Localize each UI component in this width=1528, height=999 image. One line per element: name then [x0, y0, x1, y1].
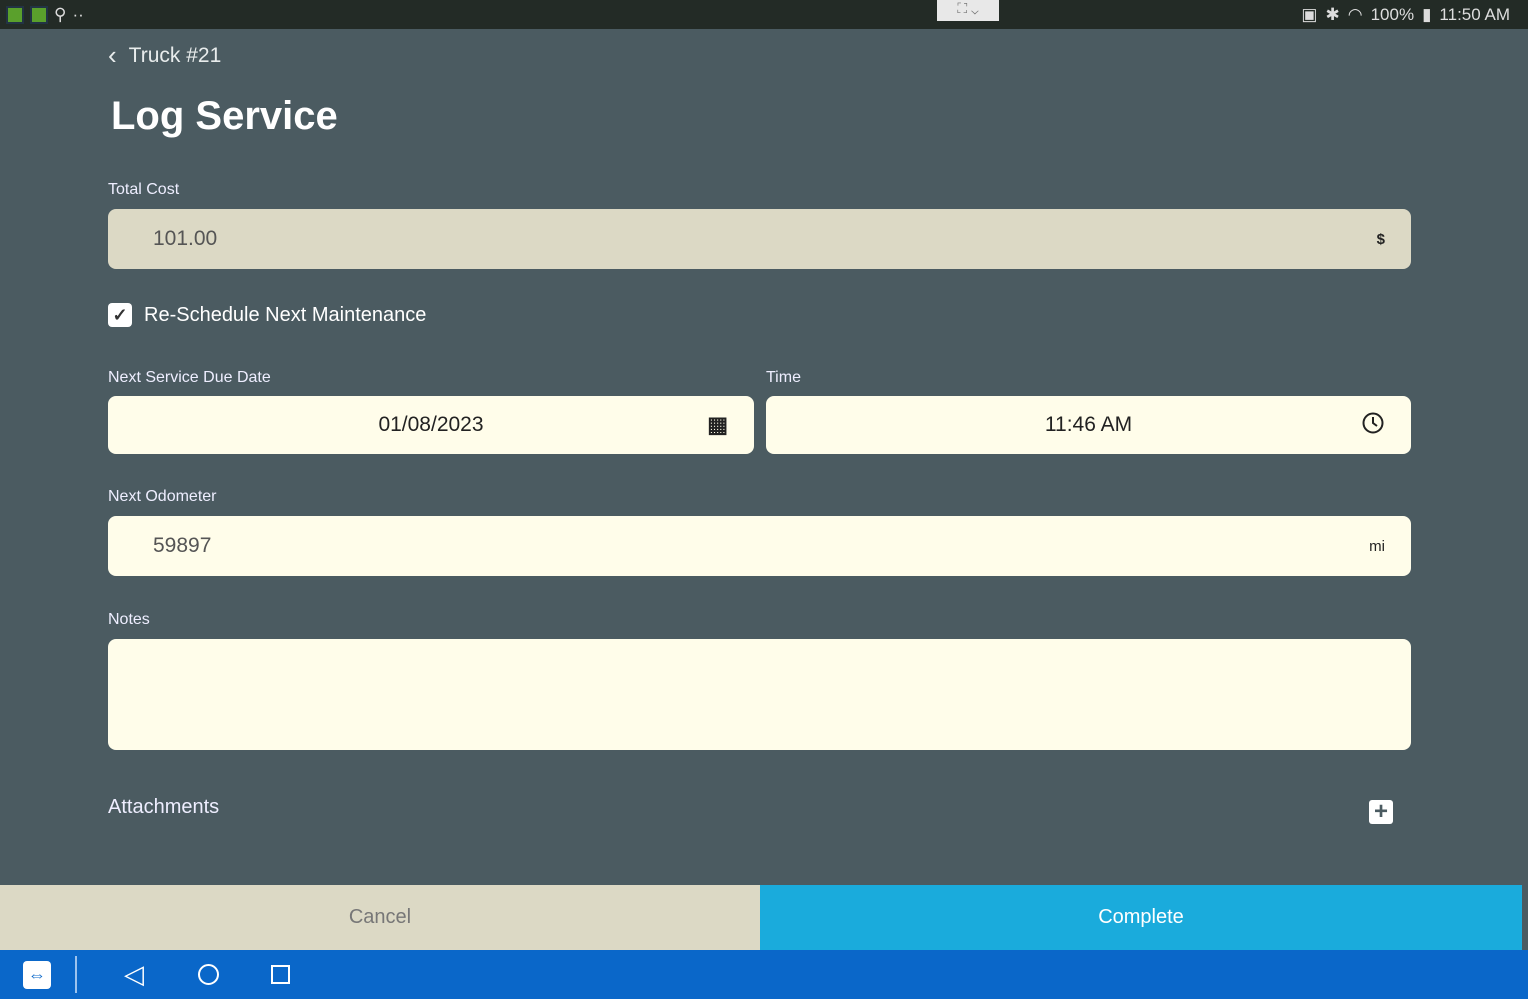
back-button[interactable]: ‹ Truck #21: [108, 40, 221, 71]
clock-icon[interactable]: [1361, 411, 1385, 439]
back-label: Truck #21: [128, 43, 222, 67]
app-notification-icon: [6, 6, 24, 24]
location-icon: ⚲: [54, 5, 67, 24]
currency-unit: $: [1376, 230, 1385, 248]
reschedule-checkbox[interactable]: ✓ Re-Schedule Next Maintenance: [108, 303, 426, 327]
attachments-label: Attachments: [108, 796, 220, 818]
divider: [75, 956, 77, 993]
time-value: 11:46 AM: [1044, 413, 1133, 436]
time-label: Time: [766, 369, 801, 386]
odometer-field[interactable]: 59897 mi: [108, 516, 1411, 576]
more-notifications-icon: ··: [72, 5, 84, 24]
total-cost-value: 101.00: [153, 227, 218, 250]
odometer-value: 59897: [153, 534, 212, 557]
teamviewer-icon[interactable]: ⇔: [23, 961, 51, 989]
wifi-icon: ◠: [1347, 5, 1363, 24]
due-date-field[interactable]: 01/08/2023 ▦: [108, 396, 754, 454]
clock: 11:50 AM: [1439, 5, 1510, 24]
cast-icon: ▣: [1301, 5, 1318, 24]
page-title: Log Service: [111, 94, 338, 138]
cancel-button[interactable]: Cancel: [0, 885, 760, 950]
recents-nav-icon[interactable]: [271, 965, 290, 984]
due-date-value: 01/08/2023: [378, 413, 484, 436]
home-nav-icon[interactable]: [198, 964, 219, 985]
notes-label: Notes: [108, 611, 150, 628]
screen-share-handle[interactable]: ⛶ ⌄: [937, 0, 999, 21]
calendar-icon[interactable]: ▦: [707, 412, 728, 437]
app-notification-icon: [30, 6, 48, 24]
checkmark-icon: ✓: [108, 303, 132, 327]
time-field[interactable]: 11:46 AM: [766, 396, 1411, 454]
odometer-label: Next Odometer: [108, 488, 217, 505]
add-attachment-button[interactable]: +: [1369, 800, 1393, 824]
total-cost-field[interactable]: 101.00 $: [108, 209, 1411, 269]
chevron-left-icon: ‹: [108, 40, 117, 70]
battery-icon: ▮: [1422, 5, 1432, 24]
total-cost-label: Total Cost: [108, 181, 180, 198]
battery-level: 100%: [1370, 5, 1415, 24]
odometer-unit: mi: [1369, 537, 1385, 555]
bluetooth-icon: ✱: [1325, 5, 1340, 24]
navigation-bar: ⇔ ◁: [0, 950, 1528, 999]
complete-button[interactable]: Complete: [760, 885, 1522, 950]
notes-textarea[interactable]: [108, 639, 1411, 750]
status-bar: ⚲ ·· ⛶ ⌄ ▣ ✱ ◠ 100% ▮ 11:50 AM: [0, 0, 1528, 29]
reschedule-label: Re-Schedule Next Maintenance: [144, 303, 427, 326]
back-nav-icon[interactable]: ◁: [124, 959, 144, 989]
due-date-label: Next Service Due Date: [108, 369, 271, 386]
